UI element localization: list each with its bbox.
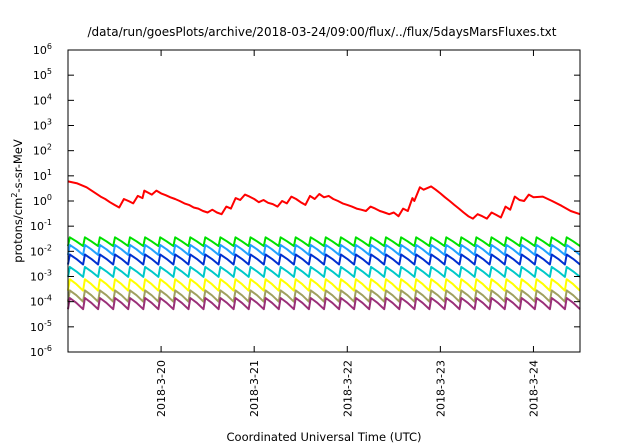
series-line-3 xyxy=(67,253,581,266)
y-tick-label-exp: -4 xyxy=(44,294,52,303)
y-tick-label: 103 xyxy=(33,118,52,133)
y-tick-label-base: 10 xyxy=(30,346,44,359)
y-tick-label-base: 10 xyxy=(30,220,44,233)
y-tick-label-base: 10 xyxy=(30,296,44,309)
y-tick-label: 105 xyxy=(33,67,52,82)
y-tick-label: 10-6 xyxy=(30,344,52,359)
y-axis-title: protons/cm2-s-sr-MeV xyxy=(10,139,25,263)
y-tick-label: 10-5 xyxy=(30,319,52,334)
x-tick-label: 2018-3-21 xyxy=(248,360,261,417)
y-tick-label-base: 10 xyxy=(33,145,47,158)
y-tick-label: 100 xyxy=(33,193,52,208)
y-tick-label: 10-1 xyxy=(30,218,52,233)
y-tick-label-exp: 4 xyxy=(47,92,52,101)
y-tick-label-base: 10 xyxy=(33,195,47,208)
y-tick-label-exp: 6 xyxy=(47,42,52,51)
x-axis: 2018-3-20 2018-3-21 2018-3-22 2018-3-23 2018… xyxy=(155,50,540,417)
x-tick-label: 2018-3-20 xyxy=(155,360,168,417)
x-tick-label: 2018-3-23 xyxy=(434,360,447,417)
y-tick-label-base: 10 xyxy=(30,321,44,334)
y-tick-label-base: 10 xyxy=(33,44,47,57)
series-line-0 xyxy=(67,180,581,220)
y-tick-label: 104 xyxy=(33,92,52,107)
y-tick-label-exp: -5 xyxy=(44,319,52,328)
y-tick-label-exp: 3 xyxy=(47,118,52,127)
series-line-1 xyxy=(67,236,581,248)
y-axis-title-rest: -s-sr-MeV xyxy=(11,139,25,192)
y-tick-label: 10-3 xyxy=(30,269,52,284)
y-tick-label-exp: -3 xyxy=(44,269,52,278)
y-tick-label-base: 10 xyxy=(33,94,47,107)
x-tick-label: 2018-3-24 xyxy=(527,360,540,417)
y-axis: 10-610-510-410-310-210-11001011021031041… xyxy=(30,42,580,359)
series-line-2 xyxy=(67,243,581,256)
series-line-7 xyxy=(67,297,581,311)
y-tick-label-base: 10 xyxy=(33,170,47,183)
y-tick-label-base: 10 xyxy=(33,69,47,82)
y-tick-label-exp: 2 xyxy=(47,143,52,152)
x-tick-label: 2018-3-22 xyxy=(341,360,354,417)
y-tick-label-base: 10 xyxy=(33,120,47,133)
x-axis-title: Coordinated Universal Time (UTC) xyxy=(227,430,422,444)
series-line-6 xyxy=(67,289,581,303)
y-tick-label: 102 xyxy=(33,143,52,158)
y-tick-label: 10-2 xyxy=(30,243,52,258)
y-tick-label-base: 10 xyxy=(30,271,44,284)
y-tick-label: 106 xyxy=(33,42,52,57)
y-tick-label-exp: -2 xyxy=(44,243,52,252)
series-layer xyxy=(67,180,581,311)
y-axis-title-sup: 2 xyxy=(10,193,19,198)
y-axis-title-base: protons/cm xyxy=(11,198,25,263)
y-tick-label-exp: 1 xyxy=(47,168,52,177)
y-tick-label: 10-4 xyxy=(30,294,52,309)
chart-title: /data/run/goesPlots/archive/2018-03-24/0… xyxy=(88,25,557,39)
y-tick-label-exp: 5 xyxy=(47,67,52,76)
y-tick-label-base: 10 xyxy=(30,245,44,258)
y-tick-label-exp: -1 xyxy=(44,218,52,227)
y-tick-label: 101 xyxy=(33,168,52,183)
y-tick-label-exp: 0 xyxy=(47,193,52,202)
y-tick-label-exp: -6 xyxy=(44,344,52,353)
series-line-4 xyxy=(67,265,581,278)
series-line-5 xyxy=(67,278,581,292)
